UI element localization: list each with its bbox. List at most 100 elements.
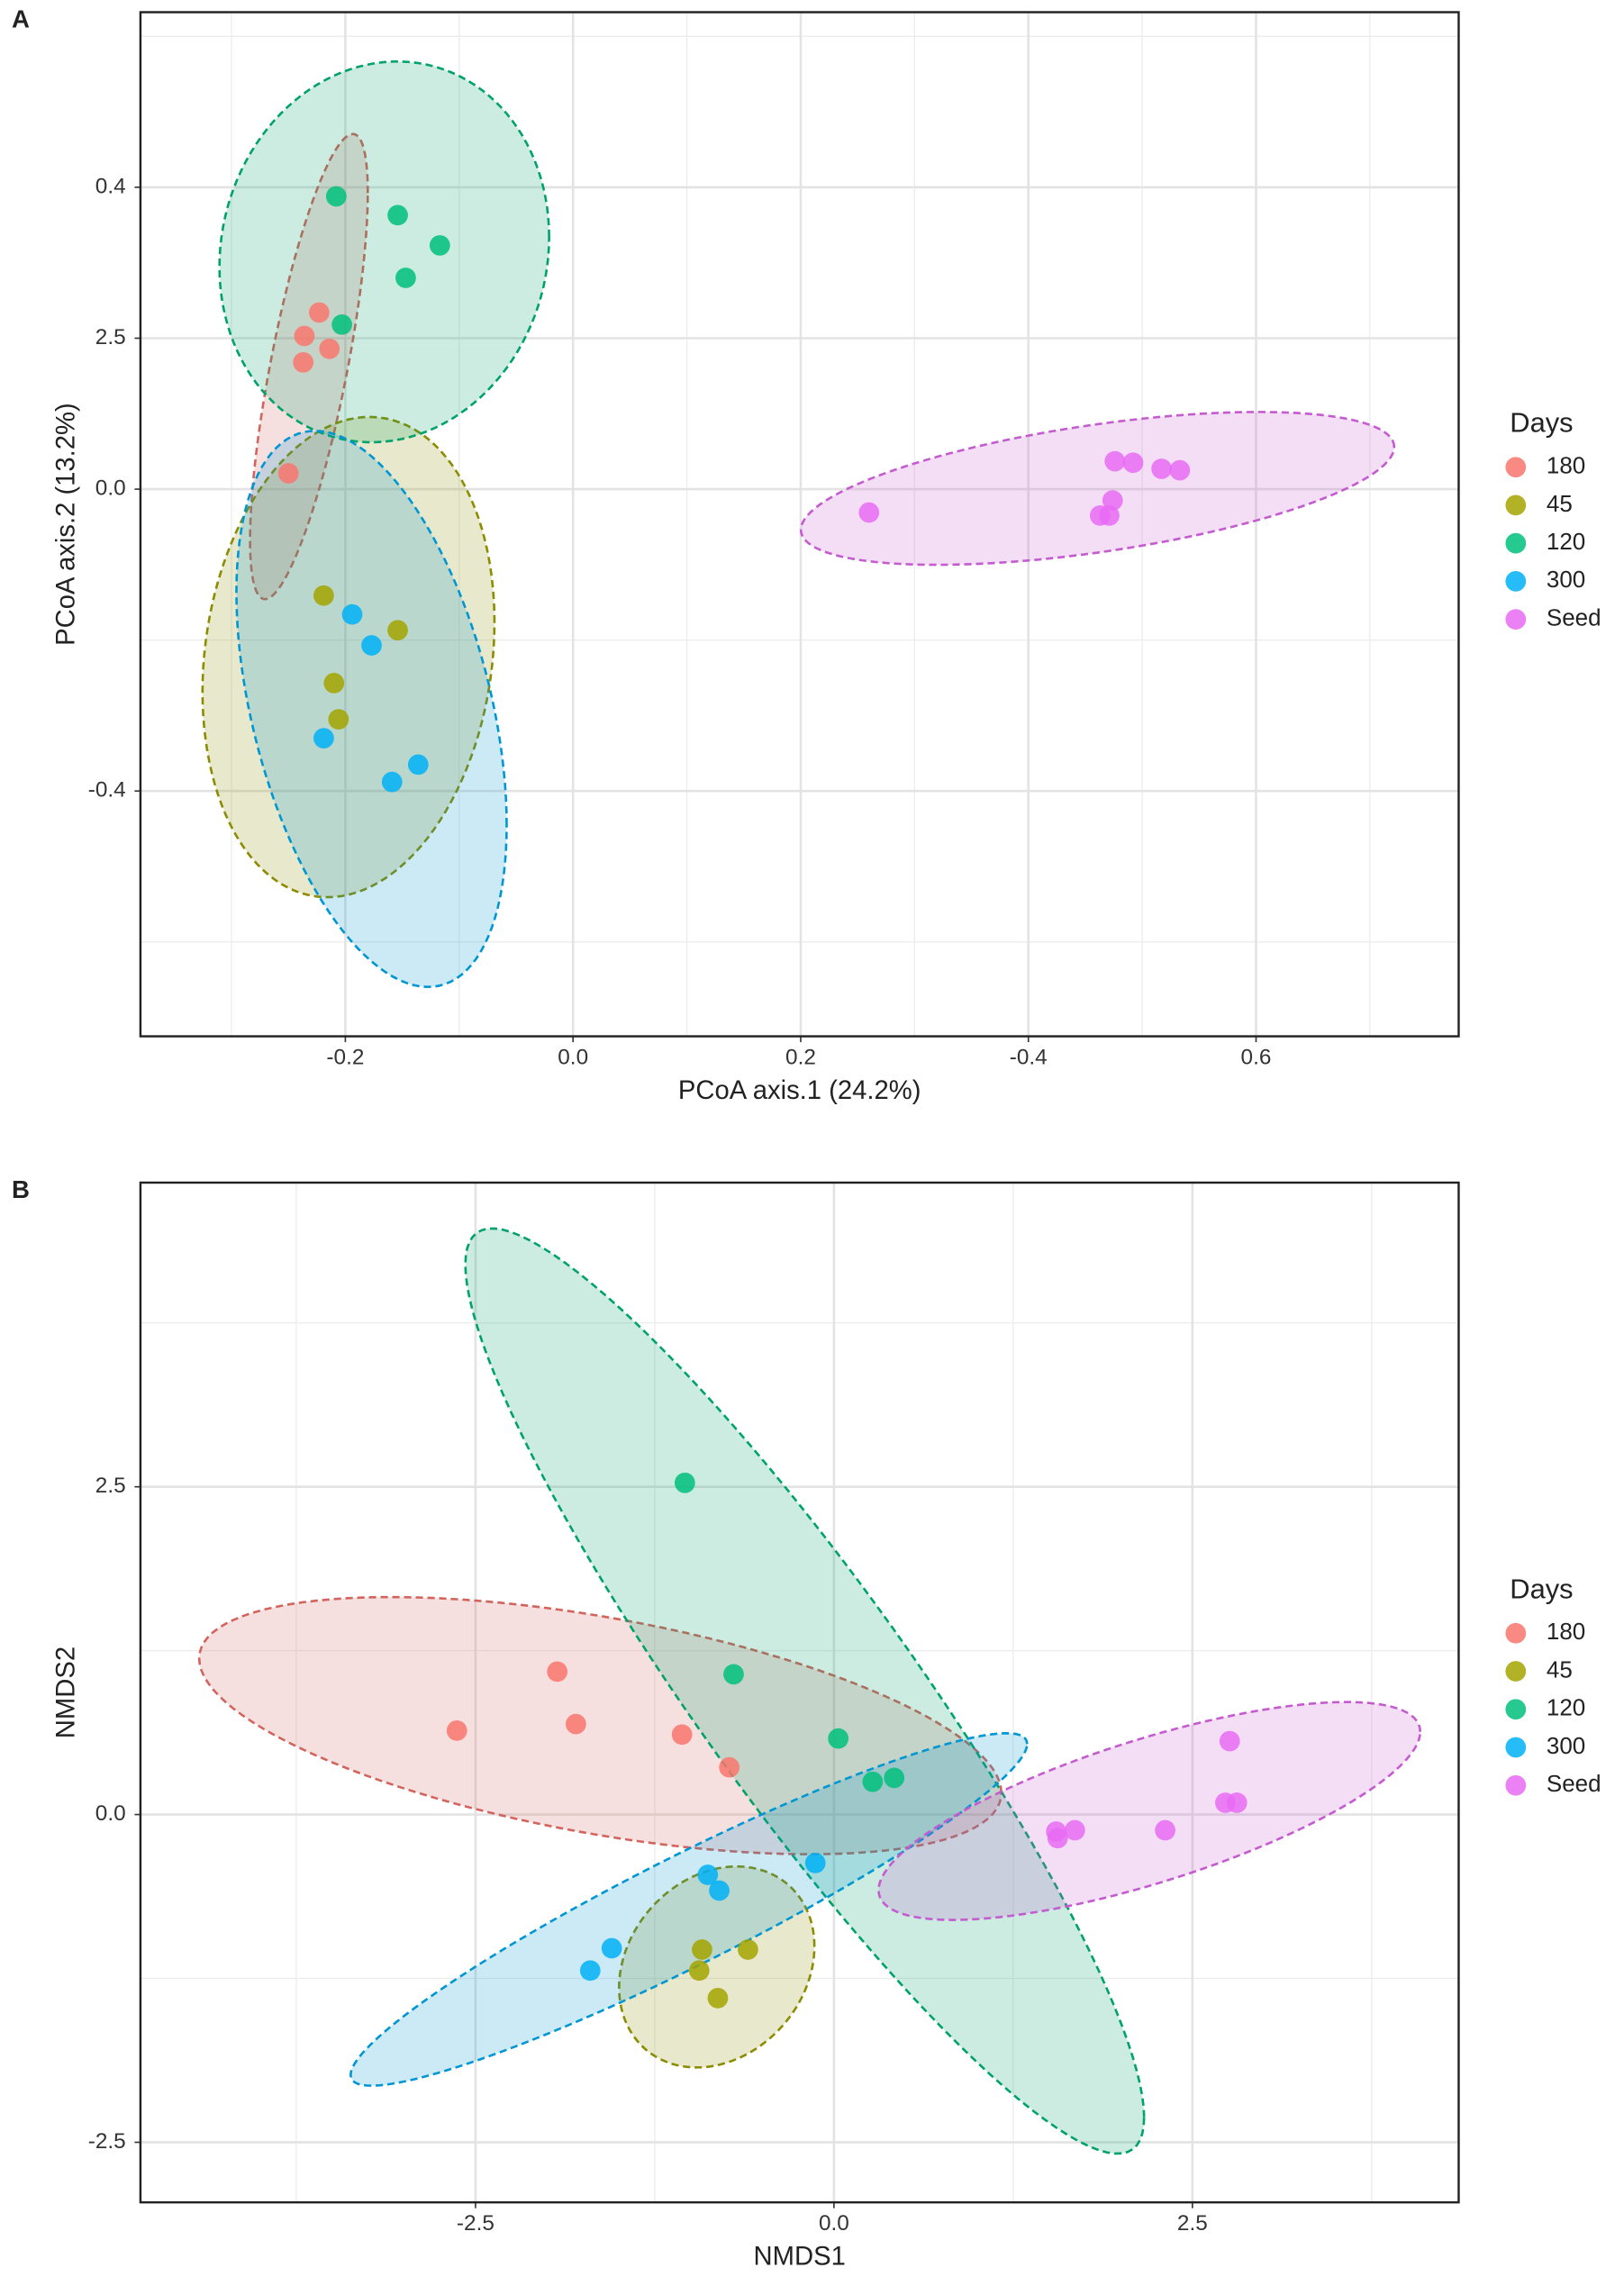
point [446,1720,467,1741]
x-tick-label: 0.0 [558,1045,588,1069]
y-axis-label: NMDS2 [51,1646,80,1738]
y-tick-label: -2.5 [88,2129,126,2154]
point [1169,459,1191,481]
point [601,1937,622,1959]
confidence-ellipse [235,430,508,989]
point [1047,1828,1068,1849]
confidence-ellipse [799,411,1396,567]
confidence-ellipse [218,60,550,444]
x-tick-label: 0.2 [785,1045,816,1069]
point [692,1939,712,1960]
point [719,1756,740,1778]
legend-swatch [1505,1774,1527,1796]
legend-label: 45 [1547,490,1573,517]
point [884,1767,905,1789]
point [1064,1819,1085,1841]
plot-border [139,11,1460,1038]
x-tick-label: 0.6 [1241,1045,1272,1069]
point [1104,450,1126,472]
legend-label: Seed [1547,603,1601,630]
legend-label: 300 [1547,566,1585,593]
point [294,325,315,347]
x-tick-label: 0.0 [819,2211,849,2236]
x-axis-label: PCoA axis.1 (24.2%) [678,1076,921,1105]
point [697,1864,719,1885]
legend-swatch [1505,1699,1527,1720]
legend-title: Days [1510,1573,1573,1604]
point [277,463,299,484]
point [407,754,429,776]
point [429,235,450,256]
point [325,186,347,207]
point [828,1728,849,1749]
plot-border [139,1181,1460,2204]
legend-swatch [1505,532,1527,554]
point [331,314,353,335]
point [381,771,403,793]
point [671,1724,693,1746]
legend-swatch [1505,1661,1527,1682]
point [1219,1730,1240,1752]
point [565,1713,586,1735]
legend-swatch [1505,609,1527,630]
y-axis-label: PCoA axis.2 (13.2%) [51,403,80,646]
point [313,585,334,606]
point [323,673,345,694]
legend-label: 180 [1547,1618,1585,1645]
point [1122,452,1144,474]
point [1151,458,1172,479]
y-tick-label: 2.5 [95,325,126,349]
legend-label: 120 [1547,1694,1585,1721]
point [387,204,408,226]
legend-swatch [1505,457,1527,478]
legend-label: 180 [1547,452,1585,479]
y-tick-label: 0.0 [95,1801,126,1826]
x-tick-label: 2.5 [1177,2211,1208,2236]
point [723,1664,744,1685]
point [313,728,334,748]
point [361,635,382,656]
confidence-ellipse [877,1701,1422,1921]
point [858,502,880,523]
point [738,1939,758,1960]
point [1099,505,1120,526]
panel-label: A [12,5,30,33]
legend-title: Days [1510,407,1573,439]
point [395,268,416,288]
confidence-ellipse [349,1731,1029,2087]
legend-label: 45 [1547,1655,1573,1683]
point [293,351,314,373]
point [688,1960,710,1982]
point [862,1771,884,1792]
point [387,620,408,641]
y-tick-label: 0.4 [95,174,126,198]
point [1155,1819,1175,1841]
point [709,1880,730,1901]
point [547,1661,568,1683]
point [308,302,330,323]
y-tick-label: 0.0 [95,476,126,501]
point [579,1960,601,1982]
point [804,1853,826,1873]
point [674,1472,695,1493]
legend-swatch [1505,1737,1527,1758]
x-tick-label: -2.5 [457,2211,494,2236]
legend-label: 300 [1547,1732,1585,1759]
x-tick-label: -0.4 [1010,1045,1048,1069]
x-axis-label: NMDS1 [754,2243,846,2272]
point [1226,1792,1247,1813]
y-tick-label: -0.4 [88,778,126,803]
legend-swatch [1505,494,1527,516]
confidence-ellipse [464,1227,1146,2155]
legend-swatch [1505,1622,1527,1644]
legend-swatch [1505,571,1527,592]
point [707,1987,729,2009]
legend-label: 120 [1547,528,1585,555]
point [319,338,340,359]
panel-label: B [12,1175,30,1203]
x-tick-label: -0.2 [326,1045,364,1069]
y-tick-label: 2.5 [95,1474,126,1498]
point [328,709,349,730]
legend-label: Seed [1547,1770,1601,1797]
